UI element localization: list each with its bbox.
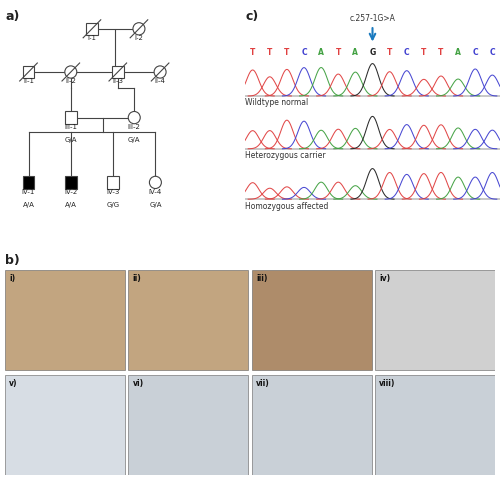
Text: T: T: [267, 48, 272, 57]
Polygon shape: [65, 111, 77, 124]
Bar: [5, 270, 124, 371]
Text: T: T: [387, 48, 392, 57]
Circle shape: [150, 176, 162, 189]
Circle shape: [154, 66, 166, 78]
Text: i): i): [9, 274, 15, 283]
Text: T: T: [284, 48, 290, 57]
Bar: [128, 375, 248, 475]
Bar: [128, 270, 248, 371]
Text: II-1: II-1: [23, 79, 34, 84]
Text: Wildtype normal: Wildtype normal: [245, 98, 308, 108]
Text: Homozygous affected: Homozygous affected: [245, 202, 328, 211]
Polygon shape: [65, 176, 77, 189]
Text: viii): viii): [380, 379, 396, 388]
Text: G/A: G/A: [128, 137, 140, 144]
Bar: [252, 375, 372, 475]
Text: C: C: [490, 48, 495, 57]
Text: T: T: [438, 48, 444, 57]
Text: A/A: A/A: [65, 202, 76, 208]
Text: iv): iv): [380, 274, 390, 283]
Text: A: A: [318, 48, 324, 57]
Text: G/A: G/A: [64, 137, 77, 144]
Text: G: G: [370, 48, 376, 57]
Circle shape: [65, 66, 77, 78]
Text: I-2: I-2: [134, 36, 143, 41]
Polygon shape: [112, 66, 124, 78]
Polygon shape: [86, 23, 98, 35]
Text: vi): vi): [132, 379, 143, 388]
Text: III-1: III-1: [64, 124, 78, 130]
Polygon shape: [107, 176, 119, 189]
Text: T: T: [336, 48, 341, 57]
Text: A: A: [455, 48, 461, 57]
Text: III-2: III-2: [128, 124, 140, 130]
Text: c): c): [245, 10, 258, 23]
Text: I-1: I-1: [88, 36, 96, 41]
Text: IV-4: IV-4: [149, 189, 162, 195]
Text: a): a): [5, 10, 20, 23]
Text: II-2: II-2: [66, 79, 76, 84]
Text: A: A: [352, 48, 358, 57]
Bar: [252, 270, 372, 371]
Text: b): b): [5, 254, 20, 267]
Text: Heterozygous carrier: Heterozygous carrier: [245, 151, 326, 160]
Text: II-3: II-3: [112, 79, 124, 84]
Text: v): v): [9, 379, 18, 388]
Bar: [376, 270, 495, 371]
Text: ii): ii): [132, 274, 141, 283]
Text: iii): iii): [256, 274, 268, 283]
Text: G/A: G/A: [149, 202, 162, 208]
Text: II-4: II-4: [154, 79, 166, 84]
Text: C: C: [404, 48, 409, 57]
Text: C: C: [472, 48, 478, 57]
Text: vii): vii): [256, 379, 270, 388]
Text: T: T: [250, 48, 256, 57]
Text: G/G: G/G: [106, 202, 120, 208]
Bar: [5, 375, 124, 475]
Text: c.257-1G>A: c.257-1G>A: [350, 14, 396, 23]
Text: IV-2: IV-2: [64, 189, 78, 195]
Polygon shape: [22, 66, 34, 78]
Circle shape: [133, 23, 145, 35]
Bar: [376, 375, 495, 475]
Text: IV-3: IV-3: [106, 189, 120, 195]
Polygon shape: [22, 176, 34, 189]
Circle shape: [128, 111, 140, 124]
Text: C: C: [301, 48, 307, 57]
Text: A/A: A/A: [22, 202, 34, 208]
Text: IV-1: IV-1: [22, 189, 35, 195]
Text: T: T: [421, 48, 426, 57]
